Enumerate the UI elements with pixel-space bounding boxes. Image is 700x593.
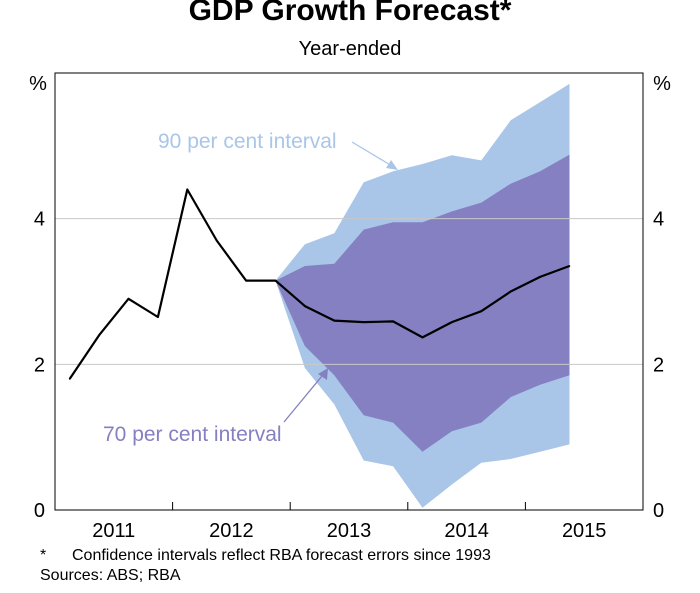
- gdp-point: [127, 297, 130, 300]
- y-unit-right: %: [653, 73, 671, 95]
- gdp-point: [157, 316, 159, 318]
- x-tick-label: 2011: [92, 520, 135, 542]
- annotation-70: 70 per cent interval: [103, 423, 282, 446]
- tick-labels: 0 0 2 2 4 4% % 2011 2012 2013 2014 2015: [29, 73, 671, 542]
- gdp-point: [68, 378, 71, 380]
- gdp-point: [451, 321, 453, 323]
- x-tick-label: 2015: [562, 520, 607, 542]
- gdp-point: [98, 334, 100, 337]
- gdp-point: [186, 188, 189, 191]
- gdp-point: [568, 265, 571, 267]
- footnote-sources: Sources: ABS; RBA: [40, 567, 181, 584]
- gdp-point: [274, 279, 277, 282]
- x-tick-label: 2014: [444, 520, 489, 542]
- annotation-90-arrow: [351, 141, 393, 167]
- interval-bands: [275, 83, 570, 508]
- annotations: 90 per cent interval 70 per cent interval: [103, 130, 398, 446]
- gdp-point: [539, 276, 541, 278]
- gdp-point: [392, 320, 394, 323]
- y-tick-left: 4: [34, 209, 45, 231]
- gridlines: [55, 218, 643, 365]
- annotation-90-arrowhead: [386, 160, 398, 170]
- y-tick-left: 0: [34, 500, 45, 522]
- gdp-point: [421, 336, 424, 339]
- y-tick-left: 2: [34, 354, 45, 376]
- gdp-point: [333, 319, 336, 322]
- footnote-confidence: * Confidence intervals reflect RBA foreca…: [40, 547, 491, 565]
- 70-per-cent-interval-band: [275, 154, 570, 452]
- gdp-growth-line: [68, 188, 570, 380]
- annotation-90: 90 per cent interval: [158, 130, 337, 153]
- footnote-text: Confidence intervals reflect RBA forecas…: [72, 547, 491, 564]
- gdp-line-group: [68, 188, 571, 380]
- annotation-70-arrowhead: [318, 368, 328, 380]
- plot-frame: [54, 72, 644, 511]
- y-tick-right: 2: [653, 354, 664, 376]
- x-tick-label: 2013: [327, 520, 372, 542]
- gdp-point: [215, 239, 218, 242]
- gdp-point: [480, 310, 483, 312]
- gdp-point: [304, 305, 306, 307]
- annotation-70-arrow: [283, 375, 323, 423]
- gdp-point: [245, 279, 247, 282]
- gdp-point: [362, 321, 365, 323]
- y-tick-right: 4: [653, 209, 664, 231]
- plot-frame-group: [54, 72, 644, 511]
- gdp-point: [509, 290, 512, 293]
- y-tick-right: 0: [653, 500, 664, 522]
- y-unit-left: %: [29, 73, 47, 95]
- chart-subtitle: Year-ended: [298, 38, 402, 60]
- footnote-star: *: [40, 547, 47, 564]
- x-tick-label: 2012: [209, 520, 254, 542]
- chart-title: GDP Growth Forecast*: [188, 0, 512, 27]
